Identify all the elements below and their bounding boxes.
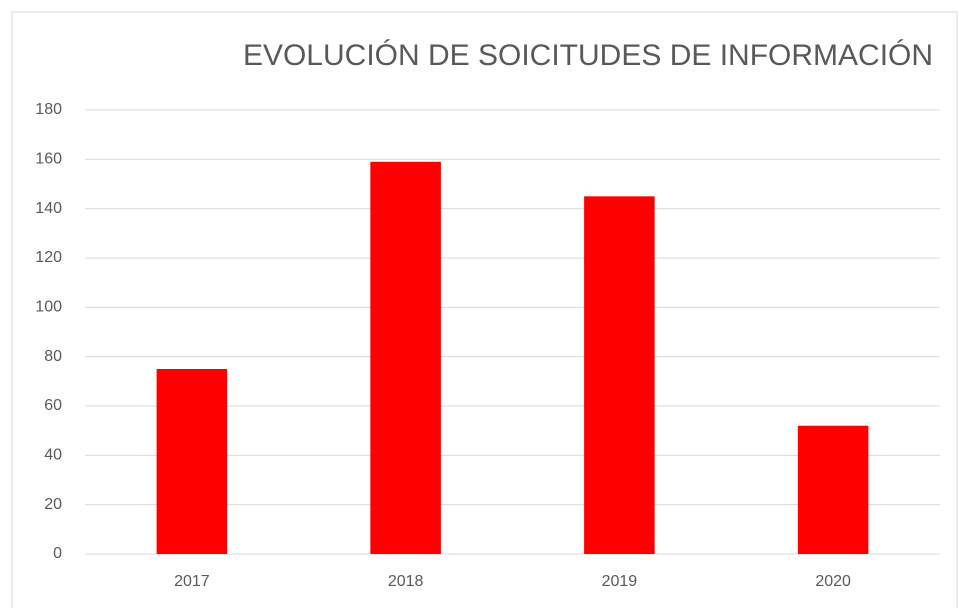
x-tick-label: 2020 — [815, 573, 851, 590]
bar — [797, 425, 869, 554]
y-tick-label: 60 — [44, 397, 62, 414]
y-tick-label: 20 — [44, 496, 62, 513]
y-tick-label: 180 — [35, 101, 62, 118]
y-tick-label: 120 — [35, 249, 62, 266]
y-tick-label: 80 — [44, 348, 62, 365]
y-tick-label: 40 — [44, 447, 62, 464]
chart-title: EVOLUCIÓN DE SOICITUDES DE INFORMACIÓN — [243, 39, 933, 72]
bar — [156, 369, 228, 554]
y-tick-label: 0 — [53, 545, 62, 562]
x-tick-label: 2017 — [174, 573, 210, 590]
bar — [370, 161, 441, 555]
y-tick-label: 140 — [35, 200, 62, 217]
y-tick-label: 160 — [35, 151, 62, 168]
x-tick-label: 2019 — [602, 573, 638, 590]
x-tick-label: 2018 — [388, 573, 424, 590]
y-tick-label: 100 — [35, 299, 62, 316]
bar — [584, 196, 655, 555]
